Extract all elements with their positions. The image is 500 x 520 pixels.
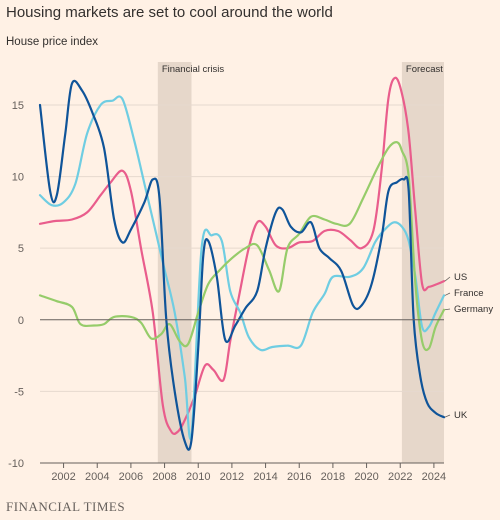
x-tick-label: 2010 <box>186 471 210 483</box>
x-tick-label: 2022 <box>388 471 412 483</box>
series-label-us: US <box>454 272 467 283</box>
y-tick-label: 5 <box>18 243 24 255</box>
x-tick-label: 2006 <box>119 471 143 483</box>
x-tick-label: 2004 <box>85 471 109 483</box>
chart-title: Housing markets are set to cool around t… <box>6 4 333 21</box>
series-label-germany: Germany <box>454 304 493 315</box>
leader-uk <box>444 414 451 418</box>
leader-us <box>444 276 451 282</box>
axes: 2002 2004 2006 2008 2010 2012 2014 2016 2018 2020… <box>40 319 446 483</box>
leader-france <box>444 292 451 296</box>
series-labels: US France Germany UK <box>444 272 493 421</box>
y-tick-label: -10 <box>8 458 24 470</box>
x-tick-label: 2002 <box>51 471 75 483</box>
source-logo-text: FINANCIAL TIMES <box>6 499 126 514</box>
x-tick-label: 2008 <box>152 471 176 483</box>
series-line-us <box>38 76 446 435</box>
x-tick-label: 2014 <box>253 471 277 483</box>
y-tick-label: 10 <box>12 172 24 184</box>
y-tick-label: 0 <box>18 315 24 327</box>
leader-germany <box>444 308 451 311</box>
x-tick-label: 2016 <box>287 471 311 483</box>
band-label-1: Forecast <box>406 64 443 75</box>
y-tick-label: -5 <box>14 386 24 398</box>
series-lines <box>38 76 446 451</box>
x-tick-label: 2020 <box>354 471 378 483</box>
y-tick-label: 15 <box>12 100 24 112</box>
series-label-uk: UK <box>454 410 468 421</box>
series-line-france <box>38 95 446 440</box>
y-gridlines: -10 -5 0 5 10 15 <box>8 100 444 470</box>
series-label-france: France <box>454 288 484 299</box>
series-line-uk <box>38 79 446 451</box>
x-tick-label: 2024 <box>422 471 446 483</box>
series-line-germany <box>38 141 446 352</box>
x-tick-label: 2018 <box>321 471 345 483</box>
band-label-0: Financial crisis <box>162 64 225 75</box>
x-tick-label: 2012 <box>220 471 244 483</box>
chart-subtitle: House price index <box>6 36 99 48</box>
